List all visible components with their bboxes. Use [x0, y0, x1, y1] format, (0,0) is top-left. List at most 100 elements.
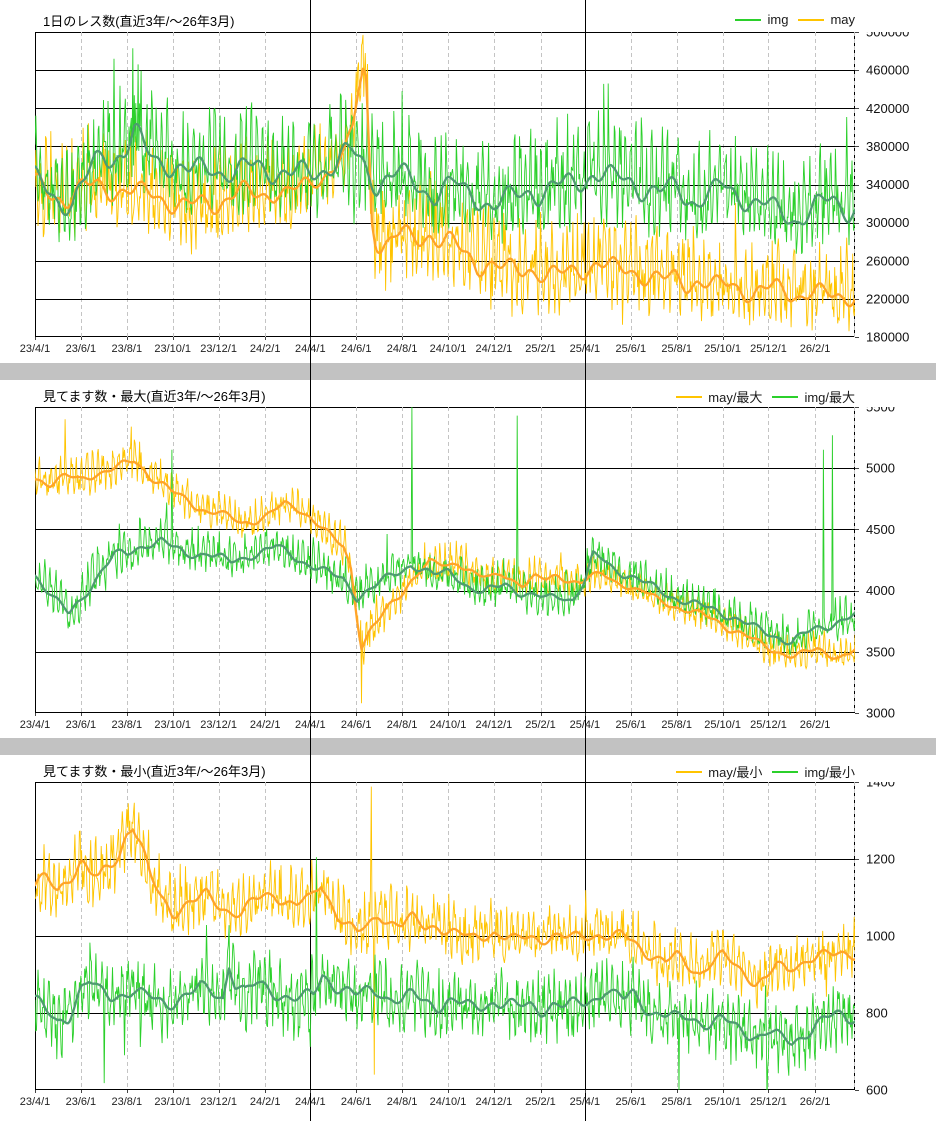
plot-frame: [35, 407, 855, 713]
legend-label: may/最大: [708, 390, 763, 405]
y-tick-label: 5000: [866, 461, 895, 476]
y-tick-label: 1200: [866, 852, 895, 867]
y-tick-label: 4500: [866, 522, 895, 537]
x-tick-label: 24/10/1: [430, 719, 467, 731]
x-tick-label: 24/12/1: [476, 343, 513, 355]
x-tick-label: 23/6/1: [66, 719, 97, 731]
axis-ticks: [35, 32, 859, 340]
axis-ticks: [35, 407, 859, 716]
y-axis-labels: 1400 1200 1000 800 600: [866, 782, 895, 1098]
series-avg-may/最小: [35, 828, 855, 988]
y-tick-label: 4000: [866, 583, 895, 598]
x-axis-labels: 23/4/1 23/6/1 23/8/1 23/10/1 23/12/1 24/2/1 24…: [20, 719, 831, 731]
legend-line-swatch: [772, 770, 799, 773]
x-tick-label: 25/12/1: [750, 343, 787, 355]
legend-item: img/最大: [772, 387, 855, 406]
x-tick-label: 25/10/1: [704, 719, 741, 731]
x-tick-label: 23/12/1: [200, 719, 237, 731]
x-tick-label: 25/4/1: [570, 719, 601, 731]
x-tick-label: 23/8/1: [112, 719, 143, 731]
chart-header: 見てます数・最大(直近3年/～26年3月) may/最大 img/最大: [0, 381, 936, 407]
x-tick-label: 25/8/1: [661, 343, 692, 355]
x-tick-label: 24/4/1: [295, 719, 326, 731]
vertical-gridlines: [81, 407, 855, 713]
y-axis-labels: 5500 5000 4500 4000 3500 3000: [866, 407, 895, 721]
x-tick-label: 24/8/1: [387, 343, 418, 355]
y-axis-labels: 500000 460000 420000 380000 340000 300000 2600…: [866, 32, 909, 345]
x-tick-label: 24/4/1: [295, 343, 326, 355]
legend-item: may: [798, 12, 855, 27]
x-tick-label: 24/8/1: [387, 719, 418, 731]
x-tick-label: 24/6/1: [341, 1096, 372, 1108]
y-tick-label: 5500: [866, 407, 895, 415]
x-tick-label: 24/12/1: [476, 719, 513, 731]
x-tick-label: 23/4/1: [20, 719, 51, 731]
series-avg-img/最大: [35, 536, 855, 646]
y-tick-label: 600: [866, 1083, 888, 1098]
y-tick-label: 420000: [866, 101, 909, 116]
legend-line-swatch: [735, 18, 762, 21]
legend-label: img/最小: [804, 765, 855, 780]
viewers-min-chart: 見てます数・最小(直近3年/～26年3月) may/最小 img/最小 23/4…: [0, 756, 936, 1112]
x-axis-labels: 23/4/1 23/6/1 23/8/1 23/10/1 23/12/1 24/2/1 24…: [20, 1096, 831, 1108]
legend-item: may/最大: [676, 387, 762, 406]
x-tick-label: 23/6/1: [66, 343, 97, 355]
x-tick-label: 26/2/1: [800, 719, 831, 731]
y-tick-label: 340000: [866, 177, 909, 192]
legend-line-swatch: [676, 395, 703, 398]
x-tick-label: 23/10/1: [154, 1096, 191, 1108]
x-tick-label: 23/10/1: [154, 719, 191, 731]
x-tick-label: 24/6/1: [341, 343, 372, 355]
x-tick-label: 23/4/1: [20, 343, 51, 355]
legend-item: may/最小: [676, 762, 762, 781]
x-tick-label: 24/2/1: [250, 1096, 281, 1108]
series-raw-img/最大: [35, 407, 855, 656]
x-tick-label: 23/12/1: [200, 1096, 237, 1108]
chart-legend: may/最大 img/最大: [676, 387, 855, 406]
x-tick-label: 25/8/1: [661, 719, 692, 731]
legend-label: img/最大: [804, 390, 855, 405]
y-tick-label: 300000: [866, 215, 909, 230]
chart-plot-area: 23/4/1 23/6/1 23/8/1 23/10/1 23/12/1 24/2/1 24…: [0, 407, 936, 735]
series-avg-img: [35, 122, 855, 226]
x-tick-label: 25/6/1: [616, 1096, 647, 1108]
y-tick-label: 500000: [866, 32, 909, 40]
legend-line-swatch: [676, 770, 703, 773]
series-layer: [35, 786, 855, 1090]
separator-bar: [0, 738, 936, 755]
series-avg-may/最大: [35, 459, 855, 660]
legend-line-swatch: [772, 395, 799, 398]
series-layer: [35, 407, 855, 704]
y-tick-label: 800: [866, 1006, 888, 1021]
chart-title: 1日のレス数(直近3年/～26年3月): [43, 14, 235, 29]
x-tick-label: 25/10/1: [704, 1096, 741, 1108]
legend-label: may/最小: [708, 765, 763, 780]
y-tick-label: 1400: [866, 782, 895, 790]
chart-header: 1日のレス数(直近3年/～26年3月) img may: [0, 6, 936, 32]
x-tick-label: 23/6/1: [66, 1096, 97, 1108]
x-tick-label: 24/10/1: [430, 1096, 467, 1108]
x-tick-label: 24/2/1: [250, 343, 281, 355]
series-avg-may: [35, 67, 855, 308]
x-tick-label: 24/6/1: [341, 719, 372, 731]
y-tick-label: 220000: [866, 291, 909, 306]
legend-item: img: [735, 12, 788, 27]
x-tick-label: 24/8/1: [387, 1096, 418, 1108]
chart-legend: img may: [735, 12, 855, 27]
viewers-max-chart: 見てます数・最大(直近3年/～26年3月) may/最大 img/最大 23/4…: [0, 381, 936, 735]
y-tick-label: 380000: [866, 139, 909, 154]
x-tick-label: 24/4/1: [295, 1096, 326, 1108]
y-tick-label: 180000: [866, 330, 909, 345]
x-tick-label: 23/12/1: [200, 343, 237, 355]
x-tick-label: 25/4/1: [570, 1096, 601, 1108]
legend-label: may: [830, 12, 855, 27]
x-tick-label: 23/10/1: [154, 343, 191, 355]
chart-canvas: 23/4/1 23/6/1 23/8/1 23/10/1 23/12/1 24/2/1 24…: [20, 32, 909, 355]
x-tick-label: 26/2/1: [800, 1096, 831, 1108]
y-tick-label: 260000: [866, 253, 909, 268]
y-tick-label: 3000: [866, 706, 895, 721]
chart-header: 見てます数・最小(直近3年/～26年3月) may/最小 img/最小: [0, 756, 936, 782]
x-tick-label: 25/10/1: [704, 343, 741, 355]
y-tick-label: 460000: [866, 63, 909, 78]
chart-title: 見てます数・最小(直近3年/～26年3月): [43, 764, 266, 779]
